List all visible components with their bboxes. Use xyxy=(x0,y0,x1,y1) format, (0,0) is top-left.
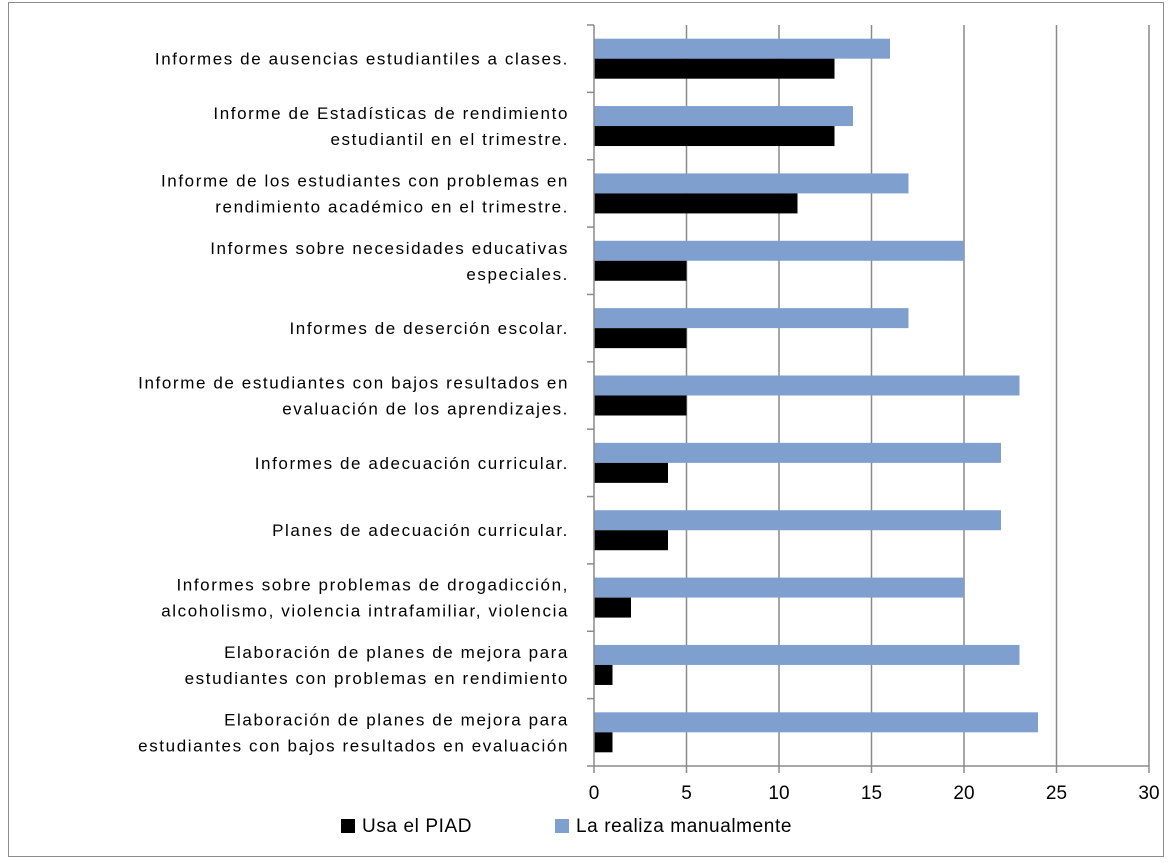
category-label: Planes de adecuación curricular. xyxy=(272,521,569,540)
bar-manual xyxy=(594,308,909,329)
chart-frame: Informes de ausencias estudiantiles a cl… xyxy=(8,2,1164,857)
axes xyxy=(587,24,1150,773)
x-tick-label: 0 xyxy=(589,783,600,804)
x-tick-label: 20 xyxy=(953,783,974,804)
bar-manual xyxy=(594,240,964,261)
bar-piad xyxy=(594,58,835,79)
x-tick-labels: 0 5 10 15 20 25 30 xyxy=(589,783,1160,804)
legend-label-manual: La realiza manualmente xyxy=(576,816,792,837)
category-label: Informe de estudiantes con bajos resulta… xyxy=(138,374,569,393)
x-tick-label: 25 xyxy=(1046,783,1067,804)
category-label: rendimiento académico en el trimestre. xyxy=(215,197,569,216)
bar-manual xyxy=(594,173,909,194)
bar-chart: Informes de ausencias estudiantiles a cl… xyxy=(138,24,1160,837)
legend: Usa el PIAD La realiza manualmente xyxy=(341,816,792,837)
x-tick-label: 5 xyxy=(681,783,692,804)
category-label: estudiantil en el trimestre. xyxy=(331,130,570,149)
category-label: Informes de ausencias estudiantiles a cl… xyxy=(155,50,569,69)
category-label: estudiantes con problemas en rendimiento xyxy=(185,669,569,688)
legend-label-piad: Usa el PIAD xyxy=(362,816,472,837)
bar-piad xyxy=(594,732,613,753)
bar-piad xyxy=(594,328,687,349)
bars xyxy=(594,38,1038,753)
bar-manual xyxy=(594,38,890,59)
category-label: Informes de adecuación curricular. xyxy=(255,454,569,473)
category-label: estudiantes con bajos resultados en eval… xyxy=(138,736,569,755)
legend-swatch-piad xyxy=(341,819,355,833)
bar-piad xyxy=(594,193,798,214)
category-label: Elaboración de planes de mejora para xyxy=(224,643,569,662)
category-label: Informes sobre necesidades educativas xyxy=(210,239,569,258)
category-label: Informe de Estadísticas de rendimiento xyxy=(213,104,569,123)
category-label: alcoholismo, violencia intrafamiliar, vi… xyxy=(161,602,569,621)
bar-manual xyxy=(594,712,1038,733)
bar-manual xyxy=(594,375,1020,396)
category-label: evaluación de los aprendizajes. xyxy=(282,400,569,419)
bar-manual xyxy=(594,442,1001,463)
bar-manual xyxy=(594,510,1001,531)
category-label: Informes sobre problemas de drogadicción… xyxy=(176,576,569,595)
bar-piad xyxy=(594,462,668,483)
bar-piad xyxy=(594,126,835,147)
bar-manual xyxy=(594,106,853,127)
bar-piad xyxy=(594,530,668,551)
bar-piad xyxy=(594,395,687,416)
bar-piad xyxy=(594,597,631,618)
bar-manual xyxy=(594,577,964,598)
category-label: Informes de deserción escolar. xyxy=(289,319,569,338)
category-labels: Informes de ausencias estudiantiles a cl… xyxy=(138,50,570,756)
x-tick-label: 15 xyxy=(861,783,882,804)
category-label: especiales. xyxy=(466,265,569,284)
bar-manual xyxy=(594,644,1020,665)
bar-piad xyxy=(594,260,687,281)
legend-swatch-manual xyxy=(555,819,569,833)
bar-piad xyxy=(594,664,613,685)
category-label: Elaboración de planes de mejora para xyxy=(224,710,569,729)
x-tick-label: 30 xyxy=(1138,783,1159,804)
category-label: Informe de los estudiantes con problemas… xyxy=(161,171,569,190)
x-tick-label: 10 xyxy=(768,783,789,804)
